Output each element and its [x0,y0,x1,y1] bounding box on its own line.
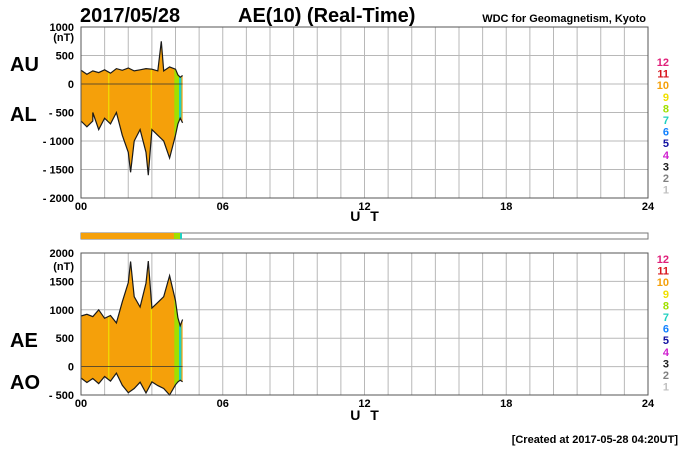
top-ytick-label: 500 [56,51,74,63]
top-fill [81,41,183,176]
bottom-stripe [179,261,182,395]
bottom-xtick-label: 06 [217,398,229,410]
bottom-xtick-label: 24 [642,398,655,410]
bottom-legend-item: 10 [657,277,669,289]
bottom-series-line-ae [80,260,184,328]
bottom-xtick-label: 12 [358,398,370,410]
bottom-lines [80,260,184,397]
bottom-legend-item: 5 [663,335,669,347]
bottom-legend-item: 11 [657,266,669,278]
top-legend-item: 9 [663,92,669,104]
bottom-band-fill [81,261,183,395]
top-xtick-label: 24 [642,201,655,213]
bottom-legend-item: 9 [663,289,669,301]
top-series-line-au [80,41,183,78]
top-xticks: 00 06 12 18 24 [75,201,655,213]
status-strip-orange [81,233,174,239]
status-strip-green [174,233,180,239]
bottom-ytick-label: 2000 [50,248,74,260]
top-ytick-label: - 2000 [43,193,74,205]
top-ytick-label: 1000 [50,22,74,34]
top-xtick-label: 12 [358,201,370,213]
bottom-ytick-label: - 500 [49,390,74,402]
top-ytick-label: 0 [68,79,74,91]
top-legend-item: 2 [663,173,669,185]
bottom-legend-item: 8 [663,300,669,312]
top-ytick-label: - 1000 [43,136,74,148]
bottom-ylabel: (nT) [53,261,74,273]
top-ytick-label: - 500 [49,108,74,120]
bottom-ytick-label: 0 [68,362,74,374]
top-stripe [150,41,152,176]
top-legend-item: 7 [663,115,669,127]
bottom-xticks: 00 06 12 18 24 [75,398,655,410]
bottom-yticks: 2000 1500 1000 500 0 - 500 [49,248,74,402]
top-legend-item: 4 [663,150,670,162]
top-legend-item: 5 [663,138,669,150]
top-band-fill [81,41,183,176]
top-series-label-au: AU [10,54,39,76]
bottom-legend-item: 2 [663,370,669,382]
chart-date: 2017/05/28 [80,5,180,27]
top-grid [81,27,648,198]
top-stripe [179,41,182,176]
top-stripe [108,41,110,176]
top-legend-item: 3 [663,161,669,173]
bottom-frame [80,252,649,396]
bottom-legend-item: 3 [663,358,669,370]
top-xlabel: U T [350,208,382,224]
bottom-stripe [150,261,152,395]
top-frame [80,26,649,199]
bottom-xtick-label: 18 [500,398,512,410]
bottom-ytick-label: 500 [56,333,74,345]
status-strip [80,232,649,240]
bottom-fill [81,261,183,395]
top-legend-item: 8 [663,103,669,115]
top-legend-item: 6 [663,127,669,139]
bottom-ytick-label: 1000 [50,305,74,317]
created-timestamp: [Created at 2017-05-28 04:20UT] [512,434,679,446]
bottom-stripe [108,261,110,395]
bottom-legend-item: 1 [663,382,669,394]
bottom-stripe [174,261,180,395]
top-ylabel: (nT) [53,32,74,44]
top-ytick-label: - 1500 [43,165,74,177]
top-series-line-al [80,110,184,176]
top-legend-item: 10 [657,80,669,92]
top-legend-item: 12 [657,57,669,69]
bottom-series-line-ao [80,371,183,397]
top-legend-item: 1 [663,185,669,197]
chart-title: AE(10) (Real-Time) [238,5,415,27]
top-series-label-al: AL [10,104,37,126]
chart-source: WDC for Geomagnetism, Kyoto [482,13,646,25]
top-xtick-label: 18 [500,201,512,213]
bottom-xlabel: U T [350,407,382,423]
top-xtick-label: 00 [75,201,87,213]
bottom-series-label-ao: AO [10,372,40,394]
top-stripe [174,41,180,176]
bottom-legend-item: 12 [657,254,669,266]
top-legend-item: 11 [657,69,669,81]
top-yticks: 1000 500 0 - 500 - 1000 - 1500 - 2000 [43,22,74,205]
bottom-legend-item: 4 [663,347,670,359]
bottom-legend-item: 6 [663,324,669,336]
bottom-ytick-label: 1500 [50,276,74,288]
top-xtick-label: 06 [217,201,229,213]
bottom-series-label-ae: AE [10,330,38,352]
bottom-legend-item: 7 [663,312,669,324]
top-lines [80,41,184,176]
bottom-xtick-label: 00 [75,398,87,410]
status-strip-cyan [180,233,182,239]
